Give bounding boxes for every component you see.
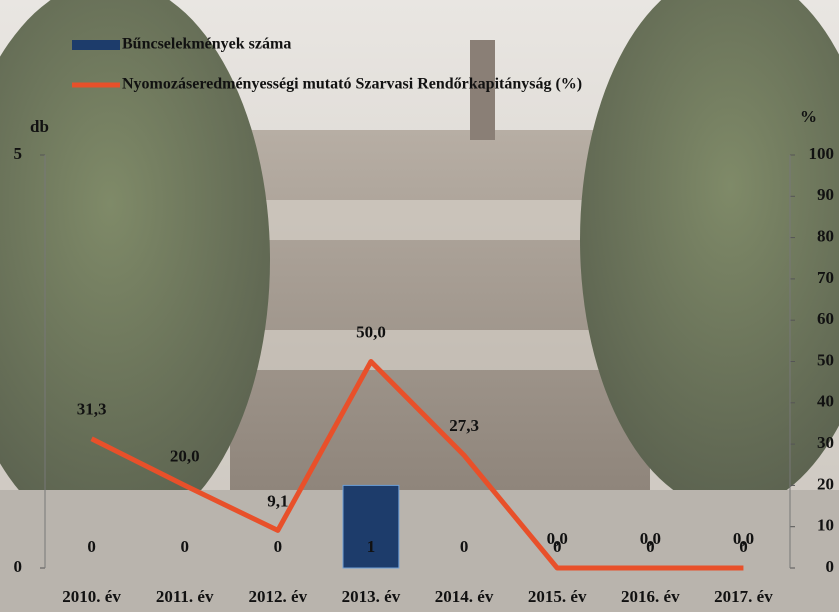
y2-tick-label: 20 [817, 474, 834, 493]
line-value-label: 50,0 [356, 322, 386, 341]
legend-label: Nyomozáseredményességi mutató Szarvasi R… [122, 76, 582, 93]
y2-tick-label: 30 [817, 433, 834, 452]
line-value-label: 9,1 [267, 491, 288, 510]
x-tick-label: 2016. év [621, 587, 680, 606]
line-value-label: 0,0 [733, 529, 754, 548]
line-value-label: 31,3 [77, 400, 107, 419]
bar-value-label: 0 [274, 537, 283, 556]
line-value-label: 0,0 [640, 529, 661, 548]
x-tick-label: 2010. év [62, 587, 121, 606]
bar [342, 484, 400, 569]
y2-tick-label: 0 [826, 557, 835, 576]
bar-value-label: 0 [553, 537, 562, 556]
y2-tick-label: 80 [817, 227, 834, 246]
bar-value-label: 1 [367, 537, 376, 556]
y2-tick-label: 40 [817, 392, 834, 411]
x-tick-label: 2015. év [528, 587, 587, 606]
x-tick-label: 2011. év [156, 587, 214, 606]
y2-tick-label: 100 [809, 144, 835, 163]
bar-value-label: 0 [646, 537, 655, 556]
y2-axis-label: % [800, 107, 817, 126]
x-tick-label: 2017. év [714, 587, 773, 606]
line-value-label: 27,3 [449, 416, 479, 435]
legend-swatch [72, 40, 120, 50]
line [90, 359, 744, 571]
x-tick-label: 2013. év [342, 587, 401, 606]
y2-tick-label: 50 [817, 350, 834, 369]
bar-value-label: 0 [460, 537, 469, 556]
bar-value-label: 0 [180, 537, 189, 556]
bar-value-label: 0 [739, 537, 748, 556]
line-value-label: 0,0 [547, 529, 568, 548]
y2-tick-label: 60 [817, 309, 834, 328]
x-tick-label: 2012. év [249, 587, 308, 606]
y-tick-label: 5 [14, 144, 23, 163]
y2-tick-label: 10 [817, 516, 834, 535]
x-tick-label: 2014. év [435, 587, 494, 606]
legend-label: Bűncselekmények száma [122, 36, 291, 53]
y2-tick-label: 90 [817, 185, 834, 204]
y2-tick-label: 70 [817, 268, 834, 287]
y-axis-label: db [30, 117, 49, 136]
line-value-label: 20,0 [170, 446, 200, 465]
y-tick-label: 0 [14, 557, 23, 576]
bar-value-label: 0 [87, 537, 96, 556]
